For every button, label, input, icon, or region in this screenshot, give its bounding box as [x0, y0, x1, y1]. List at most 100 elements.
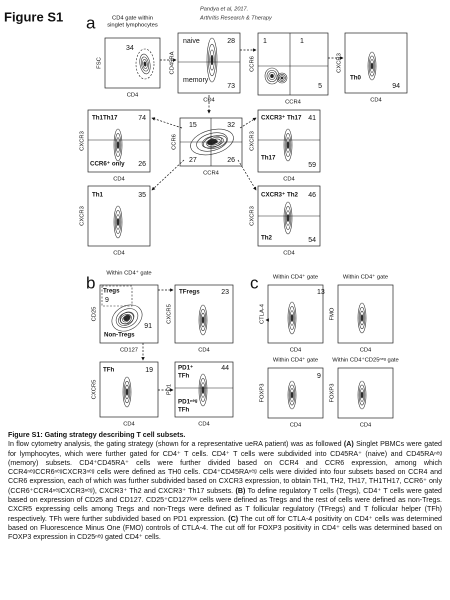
density-contour — [200, 312, 206, 328]
density-contour — [209, 49, 215, 71]
density-contour — [290, 391, 294, 399]
gate-label: TFregs — [179, 289, 200, 296]
panel-letter: c — [250, 273, 259, 292]
caption-title: Figure S1: Gating strategy describing T … — [8, 431, 186, 439]
density-contour — [115, 137, 121, 153]
density-contour — [111, 304, 143, 332]
gate-percentage: 26 — [227, 157, 235, 164]
density-contour — [139, 53, 151, 75]
x-axis-label: CCR4 — [203, 171, 220, 177]
plot-frame — [174, 361, 234, 418]
gate-percentage: 59 — [308, 162, 316, 169]
caption-text: To define regulatory T cells (Tregs), CD… — [8, 486, 442, 523]
gate-header: Within CD4⁺ gate — [343, 274, 388, 281]
density-contour — [360, 314, 364, 322]
gate-percentage: 44 — [221, 365, 229, 372]
gate-label: Th17 — [261, 155, 276, 162]
x-axis-label: CD127 — [120, 348, 138, 354]
density-contour — [206, 37, 218, 83]
density-contour — [289, 388, 295, 402]
density-contour — [288, 306, 296, 330]
density-contour — [268, 72, 276, 80]
gate-outline — [135, 48, 155, 80]
density-contour — [284, 206, 292, 230]
density-contour — [116, 218, 120, 226]
density-contour — [270, 73, 274, 79]
density-contour — [198, 373, 208, 407]
plot-frame — [257, 32, 329, 96]
density-contour — [278, 74, 286, 82]
density-contour — [200, 382, 206, 398]
gate-percentage: 94 — [392, 83, 400, 90]
caption-text: The cut off for CTLA-4 positivity on CD4… — [8, 514, 442, 542]
caption-label: (C) — [228, 514, 239, 523]
density-contour — [359, 388, 365, 402]
density-contour — [199, 308, 207, 332]
density-contour — [358, 384, 366, 406]
plot-frame — [174, 284, 234, 344]
panel-letter: b — [86, 273, 95, 292]
density-contour — [287, 380, 297, 410]
density-contour — [359, 310, 365, 326]
gate-label: Th2 — [261, 235, 273, 242]
gate-percentage: 26 — [138, 161, 146, 168]
x-axis-label: CD4 — [198, 348, 210, 354]
x-axis-label: CD4 — [203, 98, 215, 104]
y-axis-label: CD25 — [92, 307, 98, 322]
density-contour — [201, 135, 223, 149]
y-axis-label: CXCR3 — [250, 206, 256, 226]
gate-percentage: 9 — [317, 373, 321, 380]
density-contour — [283, 201, 293, 235]
y-axis-label: CXCR5 — [167, 304, 173, 324]
gate-percentage: 27 — [189, 157, 197, 164]
x-axis-label: CD4 — [127, 93, 139, 99]
gate-label: CCR6⁺ only — [90, 161, 125, 168]
density-contour — [276, 72, 288, 84]
density-contour — [208, 43, 216, 77]
x-axis-label: CD4 — [290, 348, 302, 354]
density-contour — [125, 388, 129, 396]
gate-percentage: 74 — [138, 115, 146, 122]
density-contour — [206, 136, 224, 148]
gate-label: Non-Tregs — [104, 332, 135, 339]
y-axis-label: PD1 — [167, 384, 173, 395]
density-contour — [369, 59, 375, 73]
gating-arrow — [151, 117, 183, 129]
density-contour — [279, 75, 285, 81]
plot-frame — [87, 109, 151, 173]
density-contour — [114, 133, 122, 157]
density-contour — [367, 51, 377, 81]
density-contour — [115, 308, 139, 328]
density-contour — [210, 54, 214, 66]
density-contour — [203, 135, 227, 149]
density-contour — [124, 384, 130, 400]
density-contour — [357, 380, 367, 410]
caption-label: (A) — [343, 440, 354, 449]
y-axis-label: CXCR3 — [250, 131, 256, 151]
density-contour — [201, 386, 205, 394]
density-contour — [290, 314, 294, 322]
figure: Figure S1 Pandya et al, 2017. Arthritis … — [4, 6, 408, 429]
density-contour — [357, 302, 367, 334]
y-axis-label: CXCR3 — [80, 131, 86, 151]
citation: Arthritis Research & Therapy — [199, 15, 273, 21]
density-contour — [124, 317, 128, 321]
gate-outline — [101, 285, 133, 307]
gate-header: CD4 gate within — [112, 16, 153, 22]
x-axis-label: CD4 — [360, 348, 372, 354]
plot-frame — [99, 284, 159, 344]
plot-frame — [344, 32, 408, 94]
density-contour — [142, 59, 148, 69]
density-contour — [114, 210, 122, 234]
density-contour — [199, 378, 207, 402]
gate-label: TFh — [103, 367, 115, 374]
density-contour — [123, 380, 131, 404]
density-contour — [368, 55, 376, 77]
x-axis-label: CD4 — [283, 251, 295, 257]
density-contour — [285, 210, 291, 226]
gate-label: TFh — [178, 407, 190, 414]
gate-label: Th0 — [350, 75, 362, 82]
y-axis-label: FSC — [97, 57, 103, 69]
gate-percentage: 91 — [144, 323, 152, 330]
gate-percentage: 28 — [227, 38, 235, 45]
